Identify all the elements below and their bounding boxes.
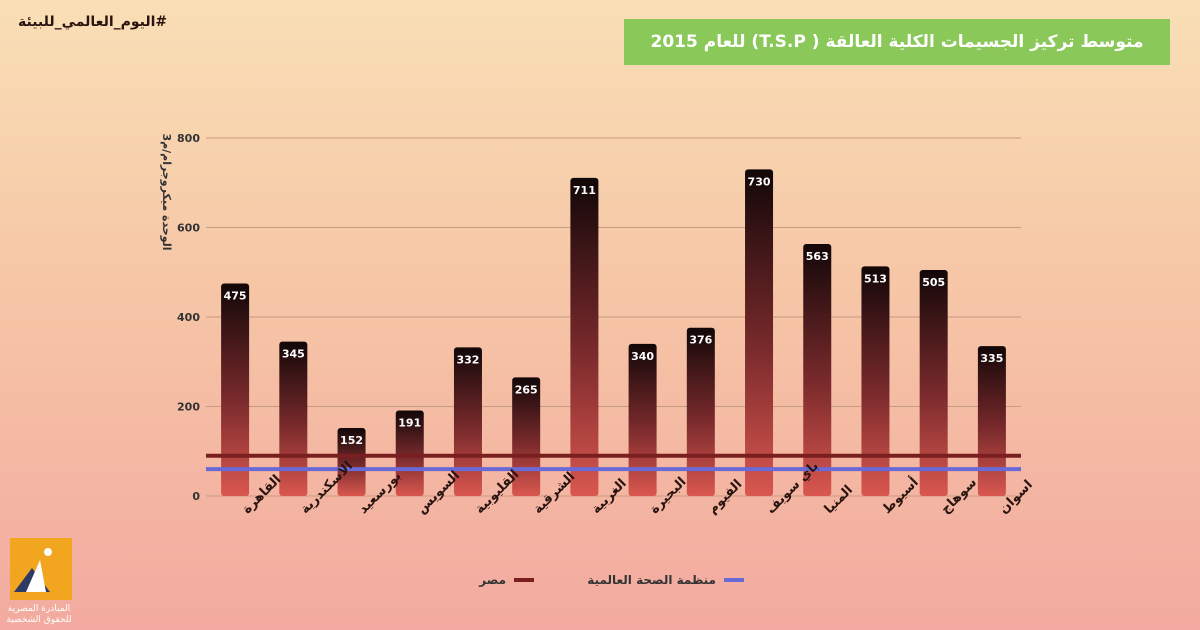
data-label: 340 — [631, 350, 654, 363]
data-label: 730 — [748, 175, 771, 188]
data-label: 191 — [398, 417, 421, 430]
bar — [803, 244, 832, 496]
bar — [977, 346, 1006, 496]
hashtag: #اليوم_العالمي_للبيئة — [18, 14, 168, 30]
logo-text: المبادرة المصرية للحقوق الشخصية — [6, 604, 72, 625]
data-label: 345 — [282, 348, 305, 361]
bar — [279, 341, 308, 496]
data-label: 711 — [573, 184, 596, 197]
legend-label: منظمة الصحة العالمية — [587, 573, 716, 587]
bar — [628, 343, 657, 496]
data-label: 376 — [689, 334, 712, 347]
chart-title: متوسط تركيز الجسيمات الكلية العالقة ( T.… — [624, 19, 1170, 65]
bar — [861, 266, 890, 496]
data-label: 265 — [515, 383, 538, 396]
bar — [337, 427, 366, 496]
y-tick-label: 800 — [177, 132, 200, 145]
bar — [395, 410, 424, 496]
data-label: 152 — [340, 434, 363, 447]
data-label: 332 — [456, 353, 479, 366]
bar — [453, 347, 482, 496]
bar — [570, 177, 599, 496]
data-label: 335 — [980, 352, 1003, 365]
bar — [221, 283, 250, 496]
bar — [745, 169, 774, 496]
y-tick-label: 400 — [177, 311, 200, 324]
y-tick-label: 0 — [192, 490, 200, 503]
y-tick-label: 200 — [177, 401, 200, 414]
data-label: 505 — [922, 276, 945, 289]
legend-label: مصر — [478, 573, 506, 587]
bar — [512, 377, 541, 496]
data-label: 475 — [224, 289, 247, 302]
bar — [919, 270, 948, 496]
data-label: 563 — [806, 250, 829, 263]
y-axis-label: الوحدة ميكروجرام/م3 — [160, 133, 173, 250]
y-tick-label: 600 — [177, 222, 200, 235]
logo — [10, 538, 72, 600]
data-label: 513 — [864, 272, 887, 285]
